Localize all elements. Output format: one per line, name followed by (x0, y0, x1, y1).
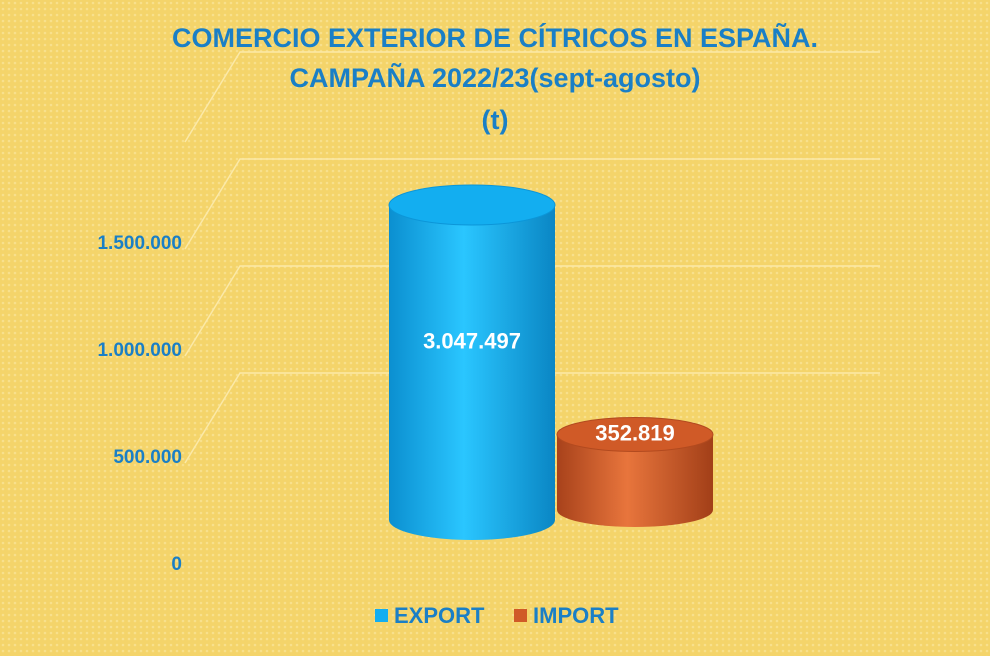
value-label: 3.047.497 (423, 328, 521, 353)
grid-line (184, 265, 880, 357)
y-tick-label: 1.500.000 (97, 233, 182, 254)
plot-frame (184, 51, 880, 143)
unit-label: (t) (482, 105, 509, 135)
grid-line (184, 372, 880, 464)
chart-subtitle: CAMPAÑA 2022/23(sept-agosto) (289, 62, 700, 93)
bar (389, 205, 555, 540)
y-tick-label: 0 (171, 554, 182, 575)
legend-swatch (375, 609, 388, 622)
chart-title: COMERCIO EXTERIOR DE CÍTRICOS EN ESPAÑA. (172, 22, 818, 53)
y-tick-label: 500.000 (113, 447, 182, 468)
grid-line (184, 158, 880, 250)
bar-top (388, 184, 556, 226)
value-label: 352.819 (595, 420, 675, 445)
bar-top (556, 416, 714, 452)
legend-label: IMPORT (533, 603, 619, 628)
legend-swatch (514, 609, 527, 622)
bar (557, 434, 713, 527)
legend-label: EXPORT (394, 603, 485, 628)
y-tick-label: 1.000.000 (97, 340, 182, 361)
